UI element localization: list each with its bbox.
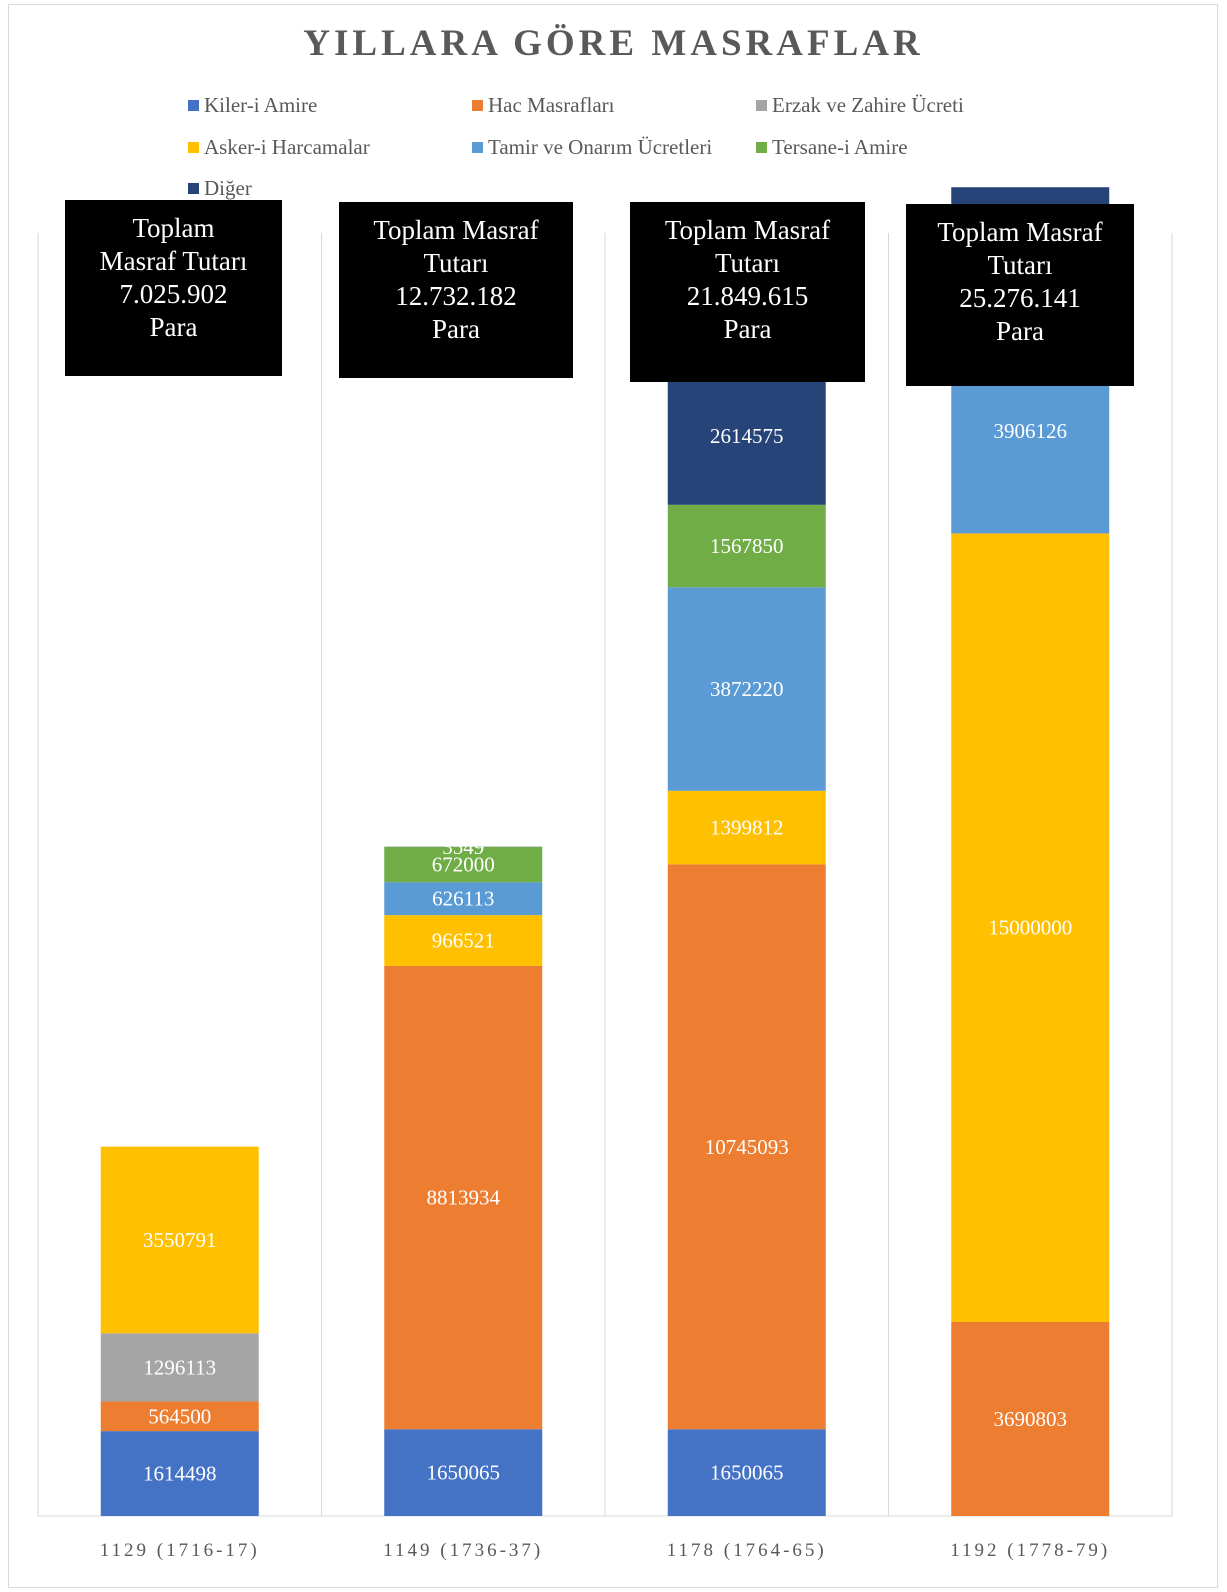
data-label: 966521 <box>432 929 495 953</box>
category-label: 1149 (1736-37) <box>383 1540 543 1561</box>
data-labels: 1614498 564500 1296113 3550791 1650065 881393… <box>143 246 1072 1486</box>
bar-segment <box>100 1333 259 1402</box>
data-label: 1614498 <box>143 1462 217 1486</box>
bar-segment <box>667 864 826 1430</box>
data-label: 3872220 <box>710 677 784 701</box>
data-label: 8813934 <box>427 1186 501 1210</box>
legend-item-erzak: Erzak ve Zahire Ücreti <box>756 93 964 118</box>
bar-segment <box>100 1146 259 1334</box>
legend-item-asker: Asker-i Harcamalar <box>188 135 370 160</box>
legend-label: Diğer <box>204 176 252 200</box>
data-label: 3549 <box>442 835 484 859</box>
legend-label: Erzak ve Zahire Ücreti <box>772 93 964 117</box>
annotation-line: Tutarı <box>423 248 489 278</box>
legend-swatch <box>756 100 767 111</box>
legend-swatch <box>188 142 199 153</box>
legend-item-tamir: Tamir ve Onarım Ücretleri <box>472 135 712 160</box>
bar-segment <box>100 1431 259 1516</box>
legend-swatch <box>472 142 483 153</box>
category-label: 1178 (1764-65) <box>667 1540 827 1561</box>
data-label: 1567850 <box>710 534 784 558</box>
bar-stacks <box>100 187 1110 1516</box>
annotation-line: Toplam Masraf <box>937 217 1103 247</box>
data-label: 1399812 <box>710 816 784 840</box>
bar-segment <box>667 790 826 865</box>
legend-item-kiler: Kiler-i Amire <box>188 93 317 118</box>
data-label: 15000000 <box>988 916 1072 940</box>
total-annotation-1178: Toplam Masraf Tutarı 21.849.615 Para <box>630 202 865 382</box>
bar-segment <box>667 587 826 791</box>
chart-frame <box>8 4 1218 1588</box>
bar-segment <box>667 367 826 505</box>
annotation-total-value: 7.025.902 <box>119 279 228 309</box>
bar-segment <box>951 533 1110 1322</box>
annotation-line: Toplam Masraf <box>664 215 831 245</box>
legend-label: Hac Masrafları <box>488 93 615 117</box>
bar-segment <box>667 504 826 588</box>
category-label: 1129 (1716-17) <box>100 1540 260 1561</box>
data-label: 564500 <box>148 1404 211 1428</box>
data-label: 626113 <box>432 887 494 911</box>
annotation-total-value: 12.732.182 <box>395 281 517 311</box>
annotation-line: Para <box>432 314 480 344</box>
data-label: 672000 <box>432 853 495 877</box>
annotation-total-value: 25.276.141 <box>959 283 1081 313</box>
annotation-line: Toplam <box>132 213 215 243</box>
legend-swatch <box>188 100 199 111</box>
legend-swatch <box>472 100 483 111</box>
bar-segment <box>384 965 543 1430</box>
category-labels: 1129 (1716-17) 1149 (1736-37) 1178 (1764-6… <box>100 1540 1110 1561</box>
legend-swatch <box>756 142 767 153</box>
chart-title: YILLARA GÖRE MASRAFLAR <box>303 23 924 64</box>
bar-segment <box>384 882 543 916</box>
bar-segment <box>667 1429 826 1516</box>
legend-item-tersane: Tersane-i Amire <box>756 135 908 160</box>
bar-segment <box>384 846 543 883</box>
data-label: 1650065 <box>710 1461 784 1485</box>
legend-label: Asker-i Harcamalar <box>204 135 370 159</box>
total-annotation-1192: Toplam Masraf Tutarı 25.276.141 Para <box>906 204 1134 386</box>
legend-label: Tersane-i Amire <box>772 135 908 159</box>
legend-label: Kiler-i Amire <box>204 93 318 117</box>
annotation-line: Tutarı <box>714 248 781 278</box>
annotation-total-value: 21.849.615 <box>686 281 809 311</box>
annotation-line: Para <box>723 314 772 344</box>
legend-item-diger: Diğer <box>188 176 252 201</box>
total-annotation-1149: Toplam Masraf Tutarı 12.732.182 Para <box>339 202 573 378</box>
category-label: 1192 (1778-79) <box>950 1540 1110 1561</box>
data-label: 10745093 <box>705 1135 789 1159</box>
data-label: 3690803 <box>994 1407 1068 1431</box>
bar-segment <box>384 1429 543 1516</box>
annotation-line: Para <box>149 312 198 342</box>
legend-item-hac: Hac Masrafları <box>472 93 615 118</box>
annotation-line: Toplam Masraf <box>373 215 539 245</box>
data-label: 3906126 <box>994 419 1068 443</box>
total-annotation-1129: Toplam Masraf Tutarı 7.025.902 Para <box>65 200 282 376</box>
legend-swatch <box>188 183 199 194</box>
data-label: 3550791 <box>143 1228 217 1252</box>
data-label: 1296113 <box>143 1355 216 1379</box>
data-label: 2614575 <box>710 424 784 448</box>
annotation-line: Para <box>996 316 1044 346</box>
legend-label: Tamir ve Onarım Ücretleri <box>488 135 713 159</box>
data-label: 1650065 <box>427 1461 501 1485</box>
annotation-line: Masraf Tutarı <box>99 246 248 276</box>
bar-segment <box>384 915 543 966</box>
bar-segment <box>100 1401 259 1432</box>
annotation-line: Tutarı <box>987 250 1053 280</box>
bar-segment <box>951 1321 1110 1516</box>
